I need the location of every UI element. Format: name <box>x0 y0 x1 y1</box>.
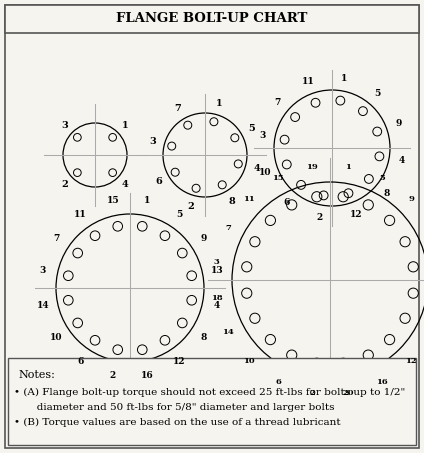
Text: 6: 6 <box>155 178 162 186</box>
Text: 2: 2 <box>62 180 69 189</box>
Text: 11: 11 <box>301 77 314 86</box>
Text: 1: 1 <box>345 163 351 171</box>
Text: 9: 9 <box>201 234 207 243</box>
Text: 14: 14 <box>222 328 234 336</box>
Text: 1: 1 <box>215 99 222 107</box>
Text: 3: 3 <box>214 258 220 266</box>
Text: 19: 19 <box>306 163 318 171</box>
Text: 9: 9 <box>395 119 402 128</box>
Text: 1: 1 <box>122 120 128 130</box>
Text: 7: 7 <box>225 224 231 232</box>
Text: 7: 7 <box>53 234 59 243</box>
Text: 8: 8 <box>229 197 235 206</box>
Text: 3: 3 <box>259 131 265 140</box>
Text: 11: 11 <box>243 195 255 203</box>
Text: 5: 5 <box>248 124 255 133</box>
Text: 5: 5 <box>374 89 381 98</box>
Text: 15: 15 <box>272 174 284 182</box>
Text: 20: 20 <box>342 389 354 397</box>
Text: 8: 8 <box>201 333 207 342</box>
Text: 1: 1 <box>341 74 348 83</box>
Text: 18: 18 <box>211 294 223 302</box>
Text: 16: 16 <box>376 378 388 386</box>
Text: 10: 10 <box>259 168 272 177</box>
Text: 12: 12 <box>350 210 363 219</box>
Text: 6: 6 <box>283 198 290 207</box>
Text: 7: 7 <box>275 98 281 107</box>
Text: 9: 9 <box>408 195 414 203</box>
Text: 10: 10 <box>50 333 62 342</box>
Text: 16: 16 <box>141 371 153 380</box>
Text: 2: 2 <box>309 389 315 397</box>
Text: 4: 4 <box>214 301 220 310</box>
Text: diameter and 50 ft-lbs for 5/8" diameter and larger bolts: diameter and 50 ft-lbs for 5/8" diameter… <box>14 403 335 412</box>
Text: FLANGE BOLT-UP CHART: FLANGE BOLT-UP CHART <box>116 13 308 25</box>
Text: 8: 8 <box>383 189 389 198</box>
Text: 13: 13 <box>211 266 223 275</box>
Text: 6: 6 <box>78 357 84 366</box>
Text: 2: 2 <box>188 202 195 212</box>
Text: 4: 4 <box>254 164 260 173</box>
Text: 7: 7 <box>175 104 181 113</box>
Text: 5: 5 <box>176 210 182 219</box>
Text: 10: 10 <box>243 357 255 365</box>
Text: 2: 2 <box>317 213 323 222</box>
Text: 5: 5 <box>379 174 385 182</box>
Text: 2: 2 <box>109 371 116 380</box>
Text: • (B) Torque values are based on the use of a thread lubricant: • (B) Torque values are based on the use… <box>14 418 340 427</box>
Text: 3: 3 <box>40 266 46 275</box>
Text: 11: 11 <box>74 210 87 219</box>
Text: Notes:: Notes: <box>18 370 55 380</box>
Text: 12: 12 <box>405 357 417 365</box>
Text: 6: 6 <box>275 378 281 386</box>
Text: • (A) Flange bolt-up torque should not exceed 25 ft-lbs for bolts up to 1/2": • (A) Flange bolt-up torque should not e… <box>14 388 405 397</box>
Bar <box>5 5 419 33</box>
Text: 14: 14 <box>36 301 49 310</box>
Text: 3: 3 <box>150 137 156 145</box>
Text: 4: 4 <box>122 180 128 189</box>
Text: 15: 15 <box>106 197 119 205</box>
Text: 3: 3 <box>62 120 69 130</box>
Text: 4: 4 <box>399 156 405 165</box>
Text: 1: 1 <box>144 197 151 205</box>
Bar <box>8 358 416 445</box>
Text: 12: 12 <box>173 357 186 366</box>
